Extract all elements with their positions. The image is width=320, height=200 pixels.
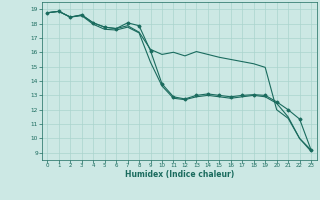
X-axis label: Humidex (Indice chaleur): Humidex (Indice chaleur)	[124, 170, 234, 179]
